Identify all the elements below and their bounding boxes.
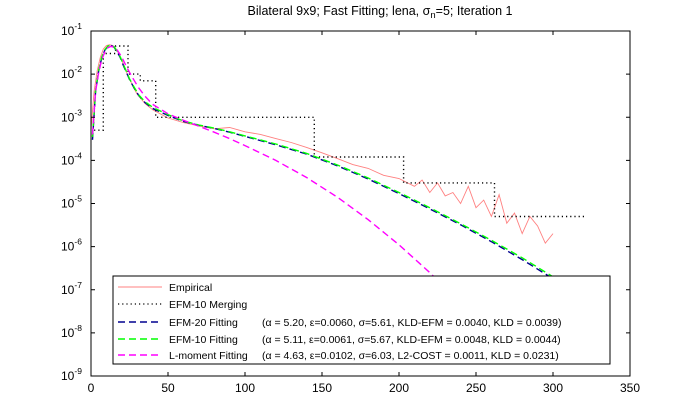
y-tick-label: 10-7 <box>61 280 82 297</box>
ticks-layer: 0 50 100 150 200 250 300 350 10-1 10-2 10-3 10-4 10-… <box>61 21 640 395</box>
legend-label-empirical: Empirical <box>169 282 212 294</box>
chart-title: Bilateral 9x9; Fast Fitting; lena, σn=5;… <box>248 4 513 21</box>
x-tick-label: 300 <box>543 381 563 395</box>
legend-box <box>112 275 611 365</box>
series-layer <box>91 44 587 356</box>
chart-title-prefix: Bilateral 9x9; Fast Fitting; lena, <box>248 4 423 18</box>
legend-label-efm10-fitting: EFM-10 Fitting <box>169 334 238 346</box>
series-line-efm-10-fitting <box>91 44 569 289</box>
legend-label-efm20-fitting: EFM-20 Fitting <box>169 317 238 329</box>
chart-title-sigma: σ <box>423 4 431 18</box>
x-tick-label: 50 <box>161 381 175 395</box>
y-tick-label: 10-2 <box>61 64 82 81</box>
x-tick-label: 150 <box>312 381 332 395</box>
x-tick-label: 200 <box>389 381 409 395</box>
y-tick-label: 10-9 <box>61 366 82 383</box>
x-tick-label: 250 <box>466 381 486 395</box>
chart-title-suffix: =5; Iteration 1 <box>436 4 513 18</box>
legend: Empirical EFM-10 Merging EFM-20 Fitting … <box>112 275 611 365</box>
y-tick-label: 10-6 <box>61 237 82 254</box>
series-line-l-moment-fitting <box>91 45 508 356</box>
x-tick-label: 0 <box>88 381 95 395</box>
y-tick-label: 10-4 <box>61 150 82 167</box>
legend-params-efm20-fitting: (α = 5.20, ε=0.0060, σ=5.61, KLD-EFM = 0… <box>262 317 561 329</box>
legend-label-lmoment-fitting: L-moment Fitting <box>169 350 248 362</box>
x-tick-label: 100 <box>235 381 255 395</box>
chart-title-sigma-subscript: n <box>430 10 435 21</box>
series-line-efm-10-merging <box>94 45 587 218</box>
legend-label-efm10-merging: EFM-10 Merging <box>169 299 247 311</box>
legend-params-efm10-fitting: (α = 5.11, ε=0.0061, σ=5.67, KLD-EFM = 0… <box>262 334 561 346</box>
y-tick-label: 10-8 <box>61 323 82 340</box>
series-line-efm-20-fitting <box>91 44 569 291</box>
y-tick-label: 10-5 <box>61 194 82 211</box>
legend-params-lmoment-fitting: (α = 4.63, ε=0.0102, σ=6.03, L2-COST = 0… <box>262 350 559 362</box>
y-tick-label: 10-1 <box>61 21 82 38</box>
y-tick-label: 10-3 <box>61 107 82 124</box>
x-tick-label: 350 <box>620 381 640 395</box>
